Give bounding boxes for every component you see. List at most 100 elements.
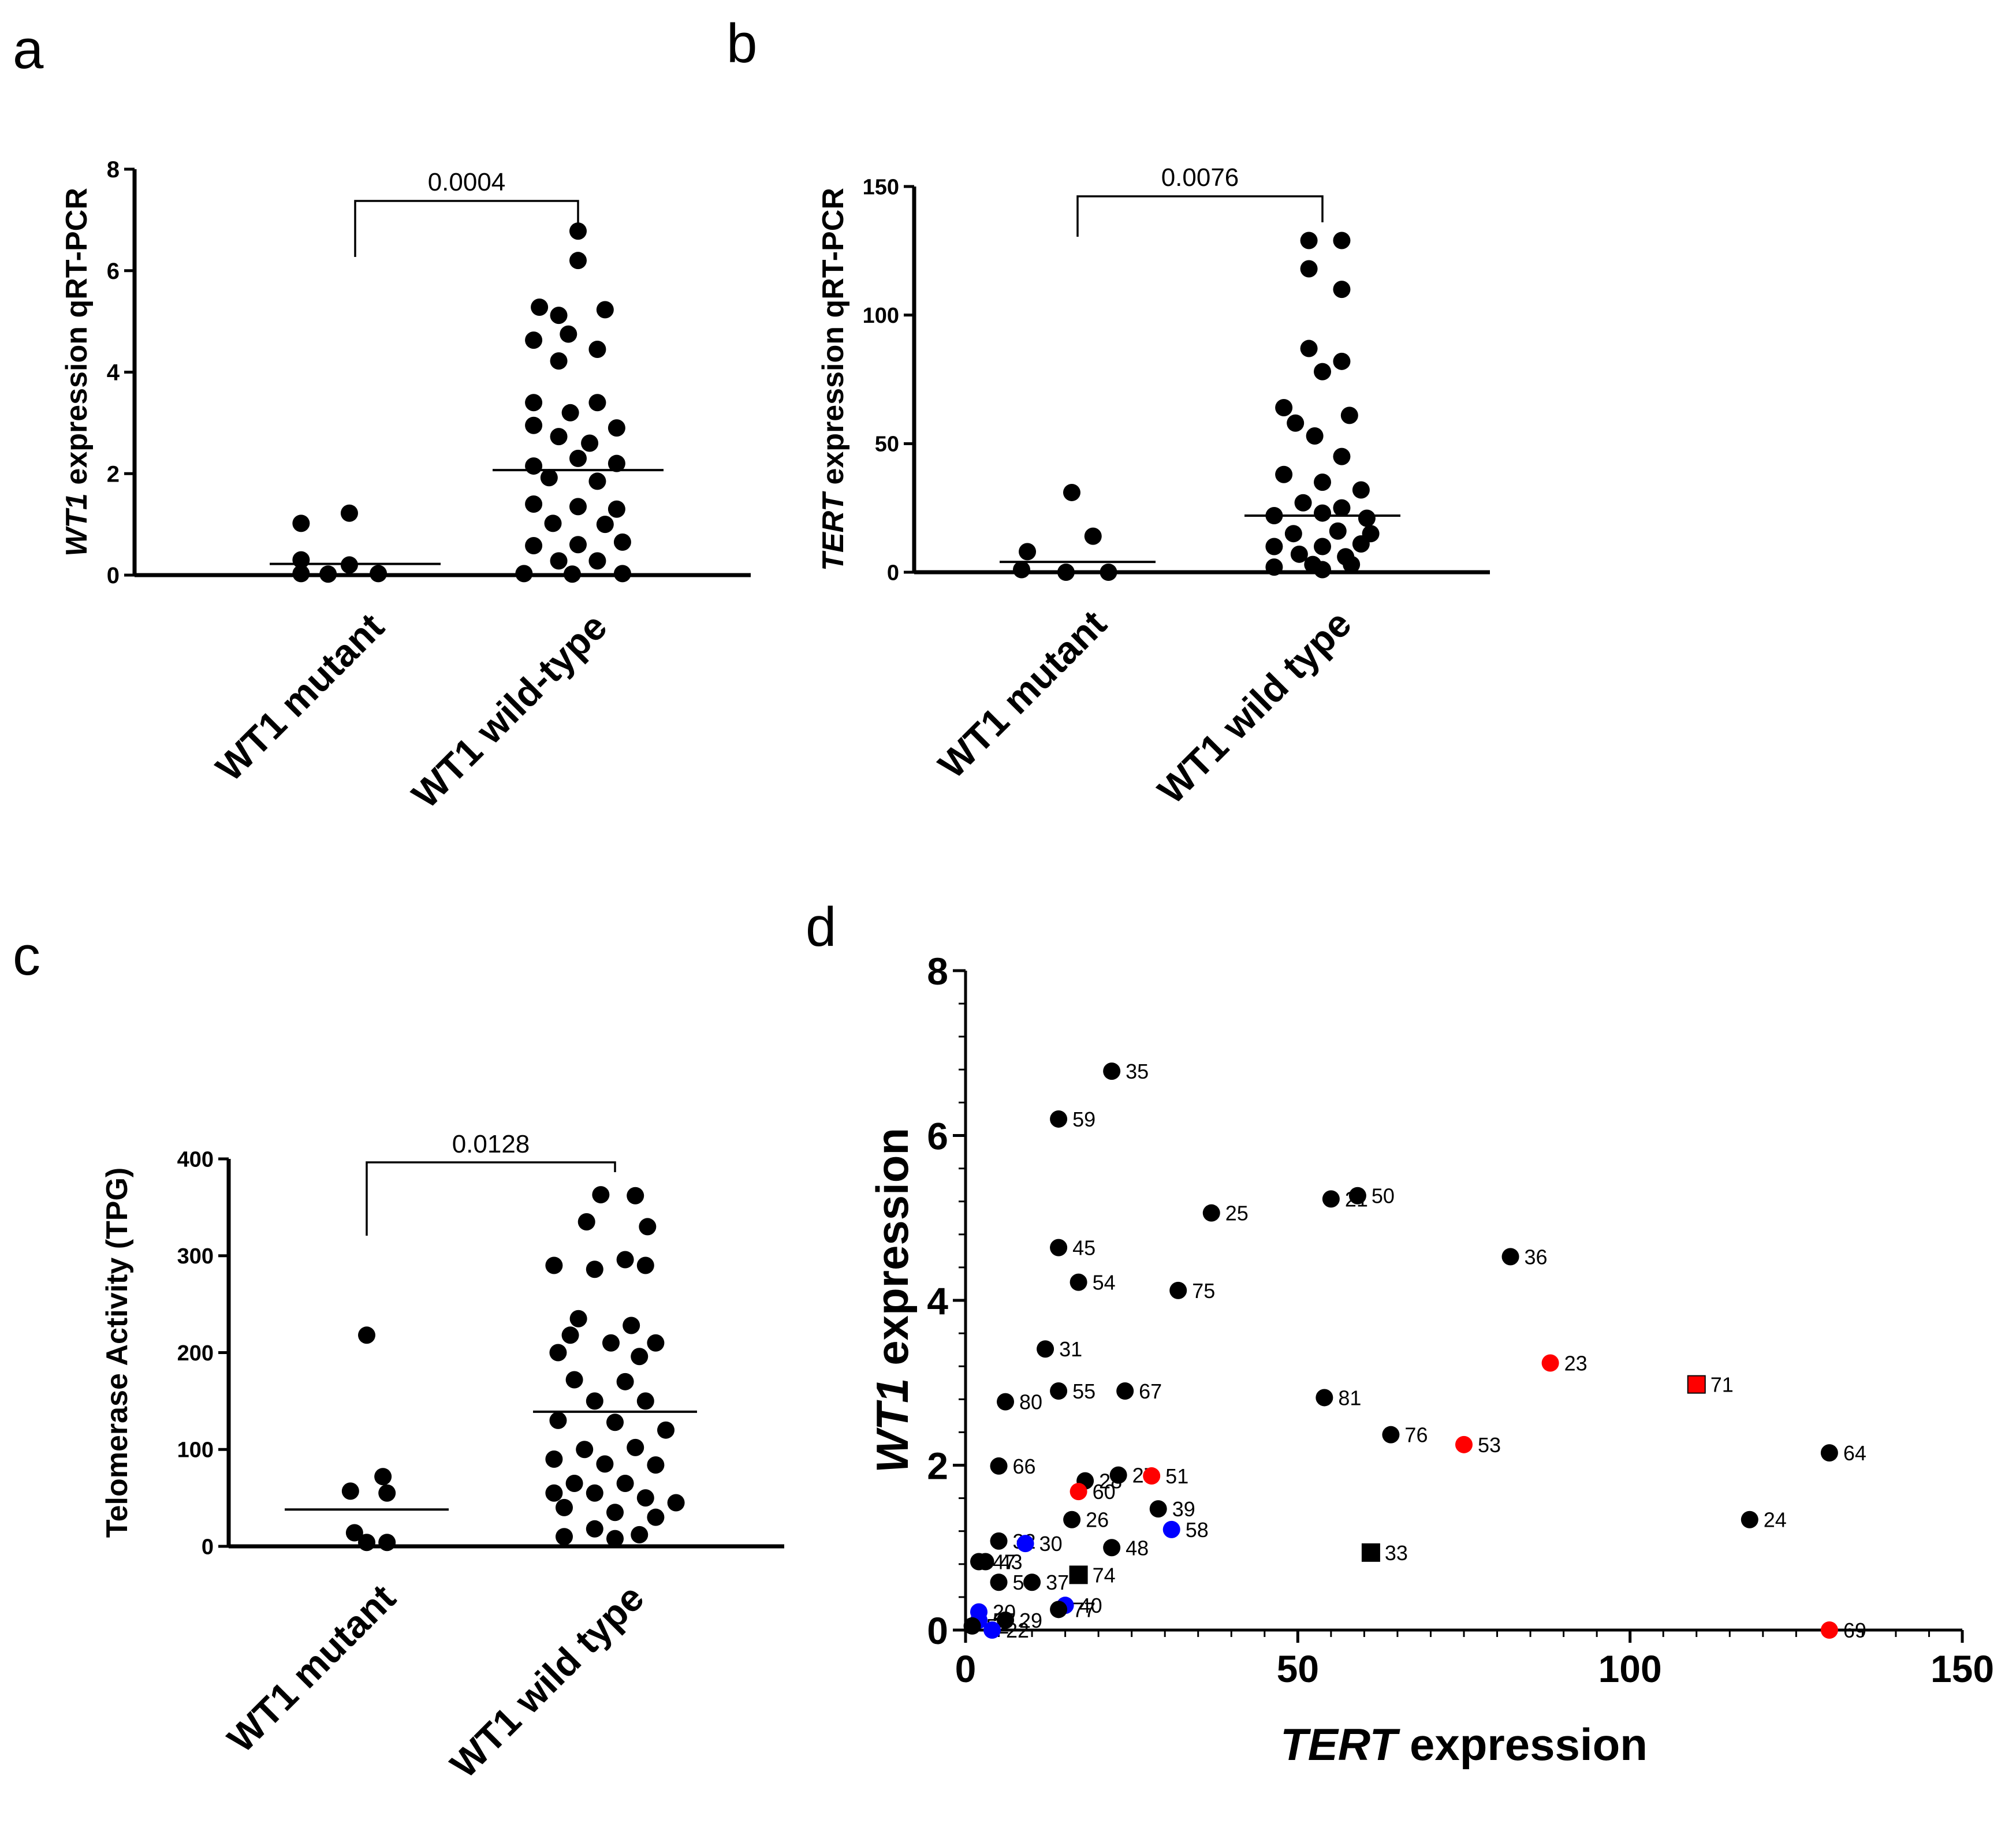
a-data-point bbox=[588, 472, 606, 490]
d-point-label-26: 26 bbox=[1086, 1508, 1109, 1532]
a-significance-bracket bbox=[354, 200, 579, 257]
b-data-point bbox=[1333, 499, 1351, 517]
c-data-point bbox=[602, 1334, 620, 1352]
d-data-point-60 bbox=[1070, 1483, 1087, 1501]
d-data-point-76 bbox=[1382, 1426, 1400, 1444]
b-data-point bbox=[1300, 260, 1318, 278]
c-data-point bbox=[631, 1526, 649, 1543]
d-y-axis-label-italic: WT1 bbox=[867, 1378, 918, 1473]
b-p-value: 0.0076 bbox=[1161, 163, 1239, 192]
c-data-point bbox=[586, 1392, 603, 1410]
b-y-tick-label: 100 bbox=[863, 304, 899, 328]
panel-letter-a: a bbox=[13, 18, 44, 80]
c-data-point bbox=[586, 1484, 603, 1502]
d-point-label-22: 22 bbox=[1006, 1619, 1029, 1642]
b-y-tick-label: 50 bbox=[875, 432, 899, 457]
d-point-label-33: 33 bbox=[1385, 1541, 1408, 1565]
d-y-tick-label: 2 bbox=[927, 1445, 948, 1487]
d-point-label-43: 43 bbox=[1000, 1550, 1023, 1574]
c-y-tick-label: 200 bbox=[177, 1341, 214, 1366]
a-data-point bbox=[550, 307, 568, 325]
d-data-point-80 bbox=[997, 1393, 1015, 1411]
d-data-point-27 bbox=[1109, 1466, 1127, 1484]
c-data-point bbox=[631, 1348, 649, 1366]
d-data-point-45 bbox=[1050, 1239, 1068, 1256]
c-data-point bbox=[606, 1530, 624, 1547]
b-data-point bbox=[1300, 340, 1318, 357]
d-data-point-74 bbox=[1069, 1565, 1088, 1584]
d-point-label-64: 64 bbox=[1843, 1441, 1866, 1465]
d-data-point-22 bbox=[983, 1621, 1001, 1639]
b-data-point bbox=[1294, 494, 1312, 512]
b-data-point bbox=[1314, 538, 1331, 555]
d-point-label-45: 45 bbox=[1072, 1236, 1095, 1260]
d-point-label-24: 24 bbox=[1764, 1508, 1787, 1532]
d-data-point-77 bbox=[1050, 1601, 1068, 1619]
a-data-point bbox=[550, 352, 568, 370]
d-data-point-67 bbox=[1116, 1382, 1134, 1400]
a-data-point bbox=[608, 454, 625, 472]
b-y-axis-label-italic: TERT bbox=[817, 491, 850, 571]
panel-letter-c: c bbox=[13, 925, 40, 987]
c-data-point bbox=[565, 1474, 583, 1492]
a-data-point bbox=[581, 434, 599, 452]
a-data-point bbox=[370, 565, 387, 583]
c-data-point bbox=[596, 1455, 614, 1473]
b-data-point bbox=[1352, 481, 1370, 499]
a-data-point bbox=[525, 495, 543, 513]
c-data-point bbox=[569, 1310, 587, 1327]
c-data-point bbox=[606, 1414, 624, 1431]
d-point-label-29: 29 bbox=[1019, 1609, 1042, 1632]
a-data-point bbox=[525, 331, 543, 349]
a-data-point bbox=[292, 514, 310, 532]
d-data-point-69 bbox=[1820, 1621, 1838, 1639]
d-point-label-60: 60 bbox=[1093, 1480, 1116, 1504]
d-data-point-21 bbox=[1322, 1190, 1340, 1208]
b-group-label: WT1 wild type bbox=[1149, 602, 1359, 812]
c-data-point bbox=[549, 1411, 567, 1429]
c-data-point bbox=[577, 1213, 595, 1231]
a-data-point bbox=[588, 340, 606, 358]
a-data-point bbox=[340, 504, 358, 522]
d-y-axis-label: WT1 expression bbox=[867, 1128, 918, 1473]
d-point-label-50: 50 bbox=[1372, 1184, 1395, 1208]
d-y-axis-label-rest: expression bbox=[867, 1128, 918, 1378]
a-data-point bbox=[525, 537, 543, 555]
b-data-point bbox=[1057, 564, 1075, 581]
a-data-point bbox=[550, 428, 568, 446]
c-data-point bbox=[657, 1421, 675, 1439]
a-data-point bbox=[560, 325, 577, 343]
b-significance-bracket bbox=[1076, 195, 1324, 237]
c-y-axis-label: Telomerase Activity (TPG) bbox=[100, 1168, 134, 1538]
d-x-axis-label-rest: expression bbox=[1397, 1719, 1648, 1770]
d-point-label-23: 23 bbox=[1564, 1351, 1588, 1375]
c-data-point bbox=[627, 1438, 644, 1456]
c-group-label: WT1 mutant bbox=[219, 1576, 403, 1761]
b-data-point bbox=[1333, 232, 1351, 249]
b-y-tick-label: 150 bbox=[863, 175, 899, 199]
c-data-point bbox=[616, 1474, 634, 1492]
d-data-point-75 bbox=[1169, 1281, 1187, 1299]
d-x-tick-label: 0 bbox=[955, 1647, 977, 1690]
d-point-label-67: 67 bbox=[1139, 1379, 1162, 1403]
c-data-point bbox=[549, 1344, 567, 1362]
d-point-label-48: 48 bbox=[1126, 1536, 1149, 1560]
d-data-point-66 bbox=[990, 1457, 1008, 1475]
d-x-axis-label-italic: TERT bbox=[1280, 1719, 1401, 1770]
d-point-label-35: 35 bbox=[1126, 1060, 1149, 1083]
d-data-point-58 bbox=[1162, 1520, 1180, 1538]
c-data-point bbox=[341, 1482, 359, 1500]
d-y-tick-label: 6 bbox=[927, 1115, 948, 1158]
b-data-point bbox=[1314, 363, 1331, 381]
d-point-label-53: 53 bbox=[1478, 1433, 1501, 1457]
d-data-point-33 bbox=[1361, 1543, 1380, 1562]
a-data-point bbox=[515, 565, 533, 583]
d-point-label-59: 59 bbox=[1072, 1107, 1095, 1131]
b-data-point bbox=[1300, 232, 1318, 249]
b-data-point bbox=[1306, 427, 1324, 445]
a-y-tick-label: 8 bbox=[107, 157, 120, 182]
a-data-point bbox=[569, 536, 587, 554]
a-data-point bbox=[569, 252, 587, 270]
d-point-label-71: 71 bbox=[1711, 1373, 1734, 1397]
d-data-point-25 bbox=[1202, 1204, 1220, 1222]
